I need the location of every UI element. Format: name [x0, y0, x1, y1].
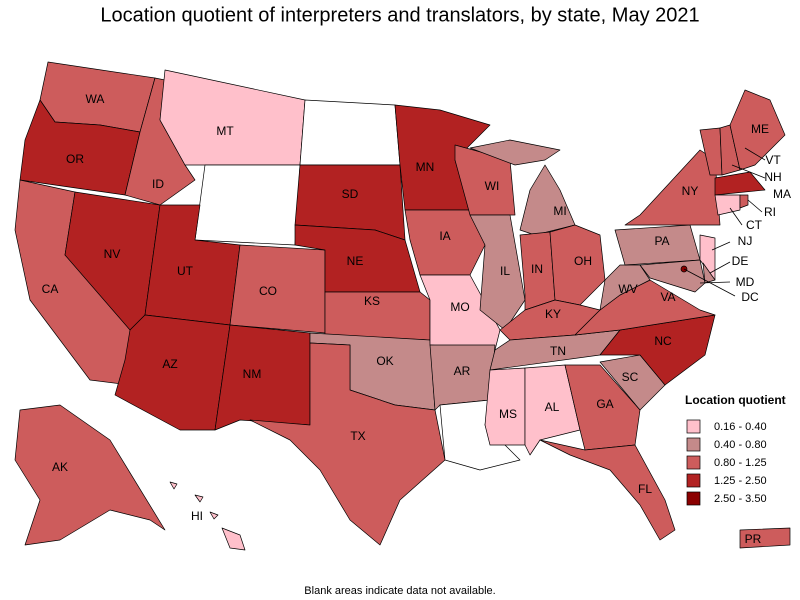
state-label: AL — [545, 400, 560, 414]
state-shape — [249, 342, 446, 546]
state-shape — [169, 481, 178, 490]
state-shape — [624, 149, 721, 226]
state-shape — [729, 89, 786, 171]
state-label: CA — [42, 282, 59, 296]
state-label: NY — [682, 184, 699, 198]
state-shape — [739, 527, 791, 549]
state-label: MA — [773, 187, 791, 201]
state-label: WA — [86, 92, 105, 106]
legend-label: 1.25 - 2.50 — [714, 475, 767, 487]
map-title: Location quotient of interpreters and tr… — [100, 4, 699, 26]
leader-line — [711, 241, 731, 251]
legend-swatch — [686, 437, 701, 452]
state-label: VA — [660, 290, 675, 304]
state-label: AK — [52, 460, 68, 474]
state-label: SD — [342, 187, 359, 201]
state-shape — [539, 439, 676, 541]
state-label: MO — [450, 300, 469, 314]
state-label: MD — [736, 275, 755, 289]
state-shape — [639, 259, 706, 293]
state-label: UT — [177, 264, 194, 278]
footnote: Blank areas indicate data not available. — [304, 585, 495, 597]
state-label: IN — [531, 262, 543, 276]
state-label: KY — [545, 307, 561, 321]
leader-line — [709, 261, 731, 274]
legend-label: 0.16 - 0.40 — [714, 421, 767, 433]
state-shape — [519, 164, 576, 236]
legend-label: 2.50 - 3.50 — [714, 493, 767, 505]
state-label: ME — [751, 122, 769, 136]
leader-line — [731, 164, 766, 179]
legend-swatch — [686, 473, 701, 488]
state-label: HI — [191, 509, 203, 523]
leader-line — [699, 281, 731, 284]
state-label: AR — [454, 364, 471, 378]
state-label: CT — [746, 218, 763, 232]
state-label: DE — [732, 254, 749, 268]
legend-label: 0.80 - 1.25 — [714, 457, 767, 469]
state-shape — [714, 194, 741, 216]
legend-swatch — [686, 491, 701, 506]
state-shape — [209, 511, 219, 520]
state-label: NJ — [738, 234, 753, 248]
state-label: NH — [764, 170, 781, 184]
state-shape — [221, 527, 246, 551]
leader-line — [683, 268, 736, 297]
legend-swatch — [686, 419, 701, 434]
state-shape — [114, 314, 231, 431]
state-label: RI — [764, 205, 776, 219]
state-label: OR — [66, 152, 84, 166]
state-label: IA — [439, 229, 450, 243]
state-label: IL — [500, 264, 510, 278]
state-shape — [299, 99, 401, 166]
state-shape — [159, 69, 306, 166]
leader-line — [744, 147, 766, 161]
state-shape — [194, 164, 301, 246]
state-shape — [469, 139, 561, 166]
state-label: VT — [765, 153, 781, 167]
state-label: NV — [104, 247, 121, 261]
state-label: WV — [618, 282, 637, 296]
state-label: PR — [745, 532, 762, 546]
state-label: AZ — [162, 357, 177, 371]
state-label: NM — [243, 367, 262, 381]
state-label: GA — [596, 397, 613, 411]
leader-line — [747, 199, 763, 213]
leader-line — [729, 207, 743, 226]
legend-label: 0.40 - 0.80 — [714, 439, 767, 451]
state-shape — [229, 244, 326, 334]
state-label: TN — [550, 344, 566, 358]
state-shape — [702, 262, 716, 284]
legend-swatch — [686, 455, 701, 470]
state-label: ID — [152, 177, 164, 191]
state-shape — [484, 367, 526, 446]
state-shape — [599, 264, 651, 311]
state-label: TX — [350, 429, 365, 443]
legend-title: Location quotient — [685, 393, 786, 407]
state-label: KS — [364, 294, 380, 308]
state-label: MT — [216, 124, 234, 138]
state-label: DC — [741, 290, 759, 304]
state-label: CO — [259, 284, 277, 298]
state-label: MN — [416, 160, 435, 174]
state-shape — [14, 404, 166, 546]
state-label: FL — [638, 482, 652, 496]
state-label: MS — [499, 407, 517, 421]
state-label: NC — [654, 334, 672, 348]
state-label: OK — [376, 354, 393, 368]
state-label: OH — [574, 254, 592, 268]
state-shape — [714, 171, 766, 196]
state-shape — [194, 494, 204, 503]
state-label: SC — [622, 370, 639, 384]
state-shape — [739, 194, 749, 209]
state-label: WI — [485, 179, 500, 193]
state-label: PA — [654, 234, 669, 248]
state-shape — [214, 324, 311, 431]
state-label: MI — [553, 204, 566, 218]
state-label: NE — [347, 254, 364, 268]
